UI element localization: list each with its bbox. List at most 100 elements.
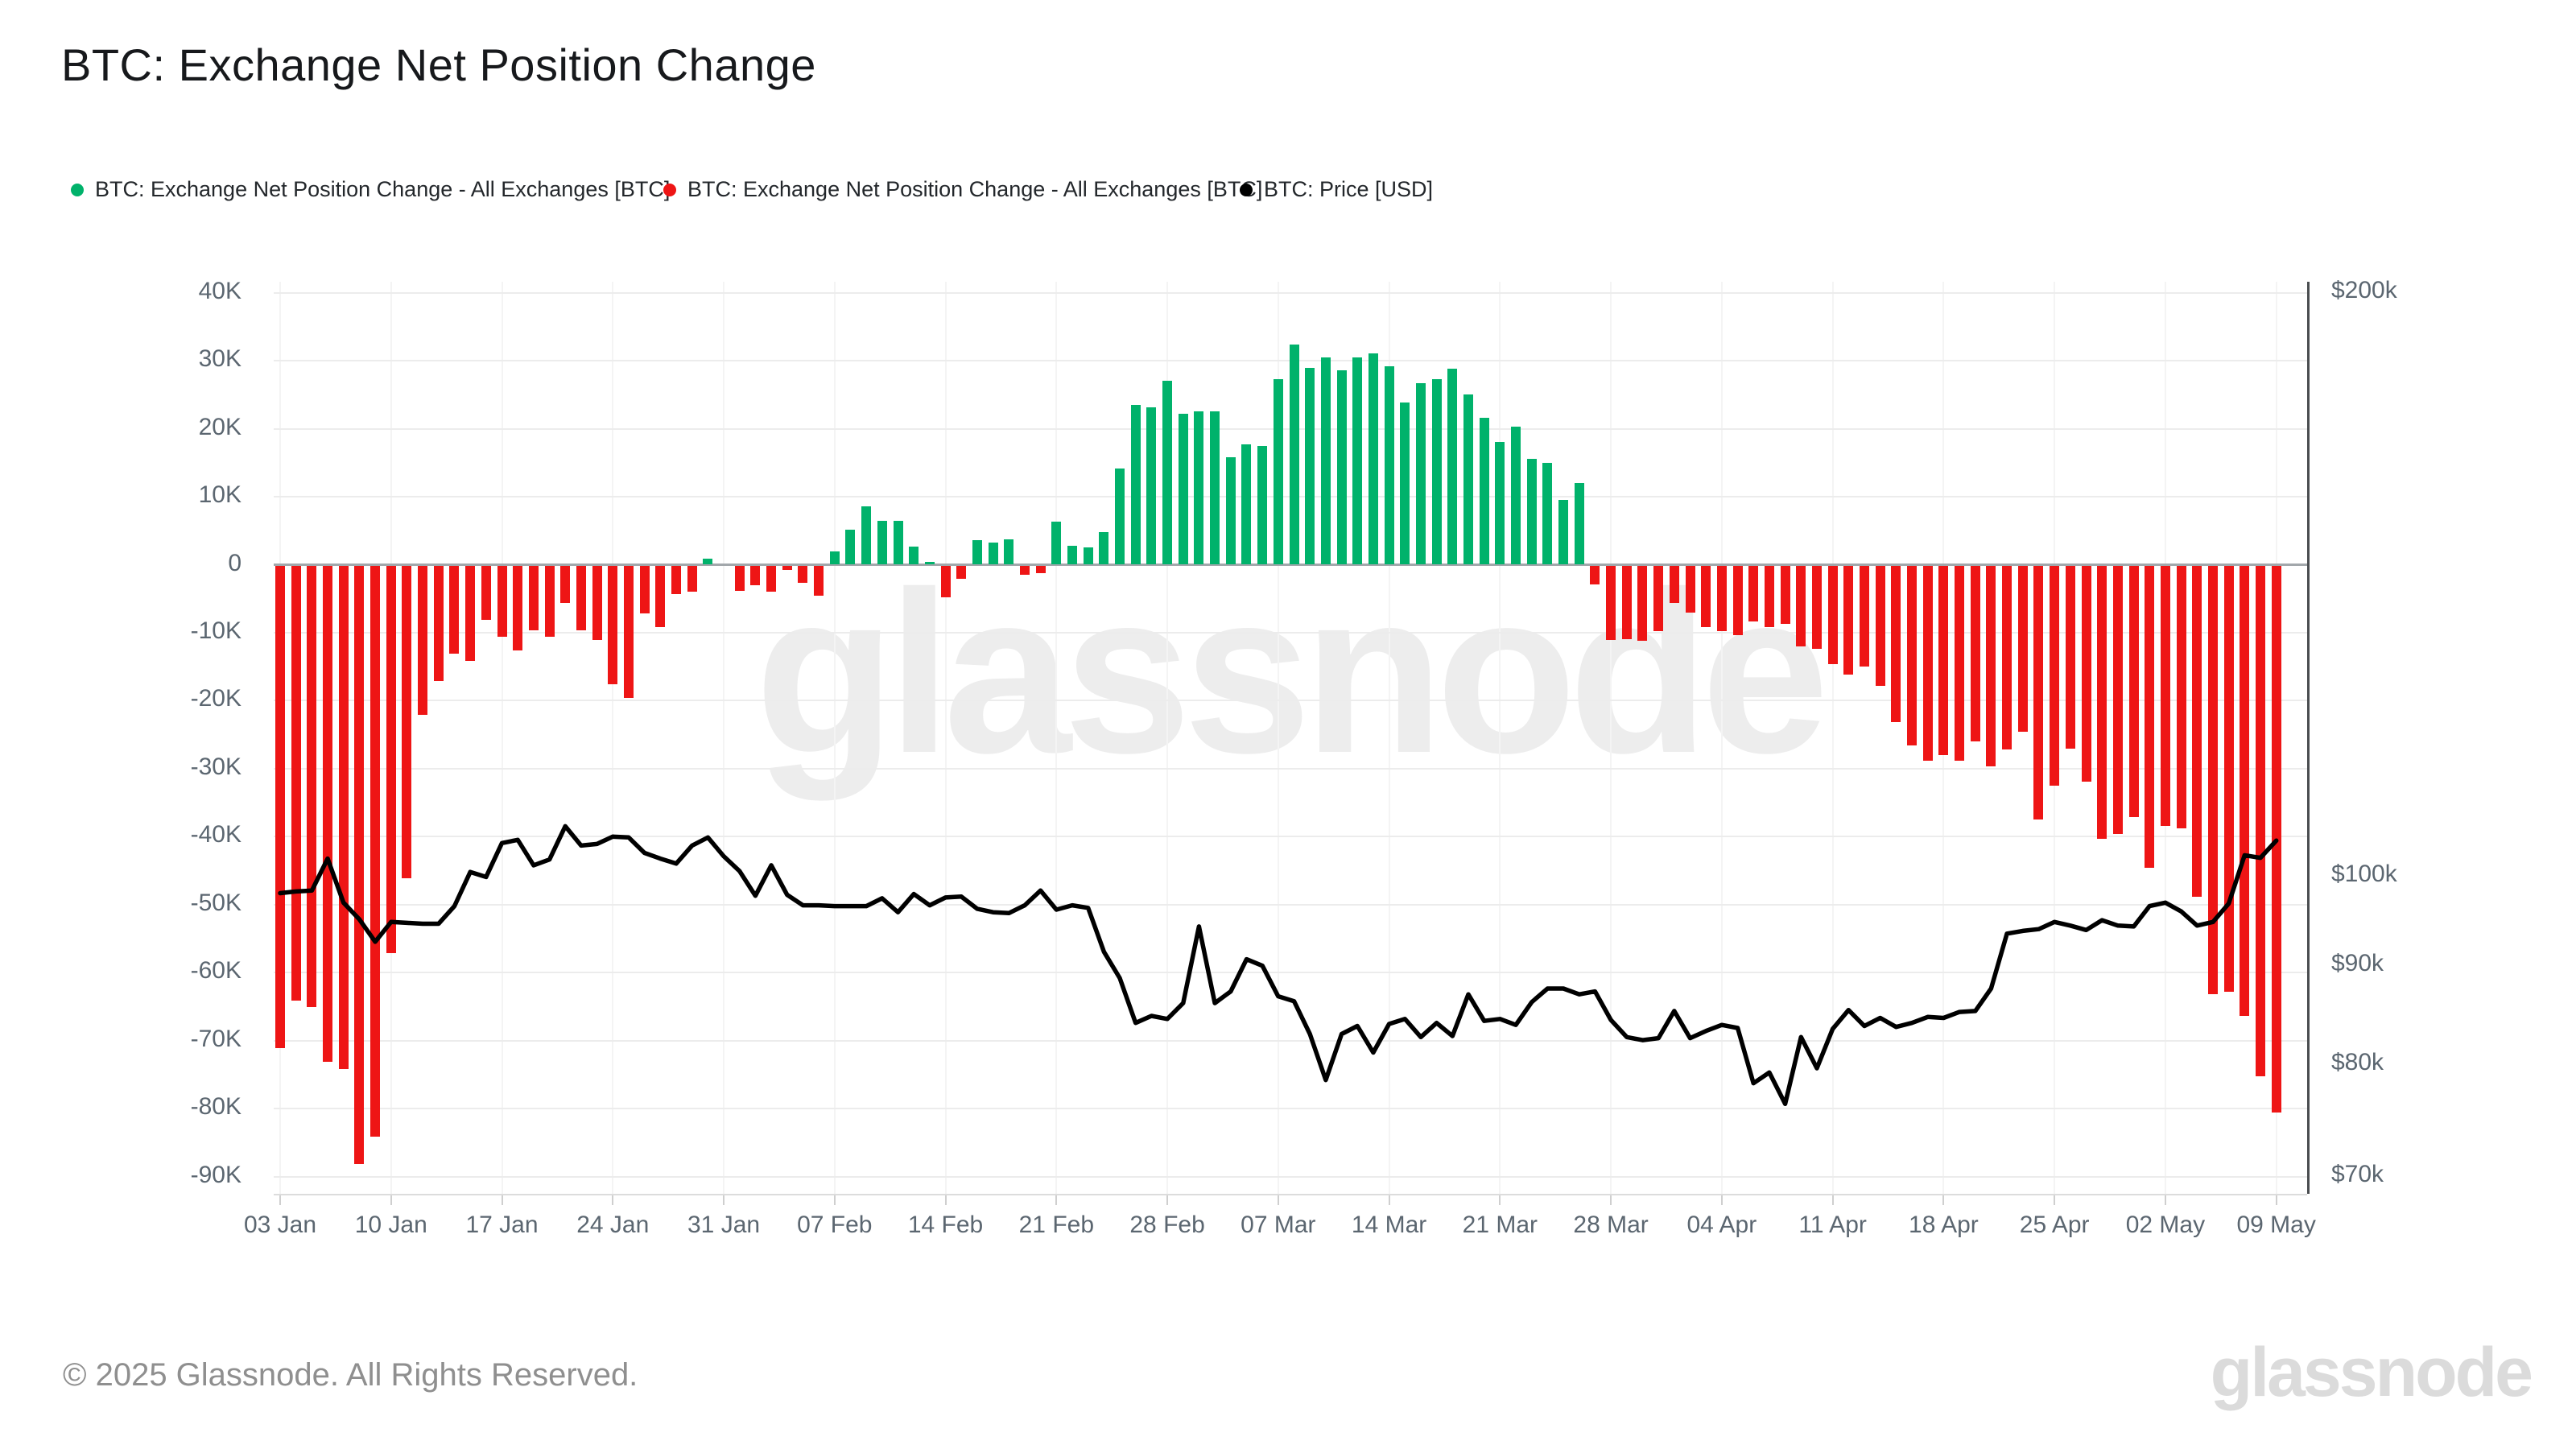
net-position-change-bar[interactable] <box>370 565 381 1137</box>
net-position-change-bar[interactable] <box>829 551 840 565</box>
net-position-change-bar[interactable] <box>1083 547 1093 565</box>
net-position-change-bar[interactable] <box>1606 565 1616 641</box>
net-position-change-bar[interactable] <box>513 565 523 651</box>
net-position-change-bar[interactable] <box>2002 565 2013 749</box>
net-position-change-bar[interactable] <box>1922 565 1933 761</box>
net-position-change-bar[interactable] <box>1860 565 1869 667</box>
net-position-change-bar[interactable] <box>2145 565 2155 869</box>
net-position-change-bar[interactable] <box>323 565 333 1063</box>
net-position-change-bar[interactable] <box>2112 565 2123 835</box>
net-position-change-bar[interactable] <box>1875 565 1885 686</box>
net-position-change-bar[interactable] <box>1115 468 1125 565</box>
net-position-change-bar[interactable] <box>1621 565 1632 639</box>
net-position-change-bar[interactable] <box>1352 357 1363 565</box>
net-position-change-bar[interactable] <box>1210 411 1220 565</box>
net-position-change-bar[interactable] <box>845 530 856 565</box>
net-position-change-bar[interactable] <box>1320 357 1331 565</box>
net-position-change-bar[interactable] <box>1336 369 1347 565</box>
net-position-change-bar[interactable] <box>1305 367 1315 565</box>
net-position-change-bar[interactable] <box>639 565 650 613</box>
net-position-change-bar[interactable] <box>592 565 602 641</box>
net-position-change-bar[interactable] <box>655 565 666 627</box>
net-position-change-bar[interactable] <box>1257 445 1268 565</box>
net-position-change-bar[interactable] <box>608 565 618 685</box>
net-position-change-bar[interactable] <box>2097 565 2107 840</box>
net-position-change-bar[interactable] <box>1051 522 1062 565</box>
net-position-change-bar[interactable] <box>2256 565 2265 1076</box>
net-position-change-bar[interactable] <box>418 565 428 716</box>
net-position-change-bar[interactable] <box>1162 380 1173 565</box>
net-position-change-bar[interactable] <box>703 558 713 565</box>
net-position-change-bar[interactable] <box>940 565 951 598</box>
net-position-change-bar[interactable] <box>1067 545 1077 565</box>
net-position-change-bar[interactable] <box>1035 565 1046 573</box>
net-position-change-bar[interactable] <box>1368 353 1378 565</box>
net-position-change-bar[interactable] <box>734 565 745 591</box>
net-position-change-bar[interactable] <box>2240 565 2250 1017</box>
net-position-change-bar[interactable] <box>798 565 808 584</box>
legend-item-price[interactable]: BTC: Price [USD] <box>1240 177 1433 202</box>
net-position-change-bar[interactable] <box>576 565 586 630</box>
net-position-change-bar[interactable] <box>1590 565 1600 585</box>
net-position-change-bar[interactable] <box>449 565 460 654</box>
net-position-change-bar[interactable] <box>2128 565 2139 817</box>
net-position-change-bar[interactable] <box>2160 565 2170 826</box>
net-position-change-bar[interactable] <box>877 520 887 565</box>
net-position-change-bar[interactable] <box>671 565 681 594</box>
net-position-change-bar[interactable] <box>2033 565 2044 819</box>
net-position-change-bar[interactable] <box>814 565 824 596</box>
net-position-change-bar[interactable] <box>433 565 444 682</box>
net-position-change-bar[interactable] <box>1827 565 1838 664</box>
net-position-change-bar[interactable] <box>307 565 317 1008</box>
net-position-change-bar[interactable] <box>2207 565 2218 995</box>
net-position-change-bar[interactable] <box>1384 365 1394 565</box>
legend-item-net-change-positive[interactable]: BTC: Exchange Net Position Change - All … <box>71 177 670 202</box>
net-position-change-bar[interactable] <box>1273 378 1283 565</box>
net-position-change-bar[interactable] <box>1796 565 1806 646</box>
net-position-change-bar[interactable] <box>1558 500 1569 565</box>
net-position-change-bar[interactable] <box>766 565 777 592</box>
net-position-change-bar[interactable] <box>2176 565 2186 828</box>
net-position-change-bar[interactable] <box>275 565 285 1049</box>
net-position-change-bar[interactable] <box>1653 565 1664 631</box>
net-position-change-bar[interactable] <box>2065 565 2075 749</box>
net-position-change-bar[interactable] <box>1511 427 1521 565</box>
net-position-change-bar[interactable] <box>1225 457 1236 565</box>
net-position-change-bar[interactable] <box>909 546 919 565</box>
net-position-change-bar[interactable] <box>1732 565 1743 635</box>
net-position-change-bar[interactable] <box>956 565 967 579</box>
net-position-change-bar[interactable] <box>1701 565 1711 628</box>
net-position-change-bar[interactable] <box>465 565 476 661</box>
net-position-change-bar[interactable] <box>1099 531 1109 565</box>
net-position-change-bar[interactable] <box>1479 418 1489 565</box>
net-position-change-bar[interactable] <box>972 540 982 565</box>
net-position-change-bar[interactable] <box>861 506 872 565</box>
net-position-change-bar[interactable] <box>402 565 412 879</box>
net-position-change-bar[interactable] <box>291 565 301 1001</box>
net-position-change-bar[interactable] <box>560 565 571 603</box>
net-position-change-bar[interactable] <box>1970 565 1980 742</box>
net-position-change-bar[interactable] <box>1843 565 1854 675</box>
net-position-change-bar[interactable] <box>1019 565 1030 576</box>
net-position-change-bar[interactable] <box>1685 565 1695 613</box>
net-position-change-bar[interactable] <box>386 565 396 953</box>
legend-item-net-change-negative[interactable]: BTC: Exchange Net Position Change - All … <box>663 177 1262 202</box>
net-position-change-bar[interactable] <box>893 521 903 565</box>
net-position-change-bar[interactable] <box>1526 458 1537 565</box>
net-position-change-bar[interactable] <box>687 565 697 592</box>
net-position-change-bar[interactable] <box>1669 565 1679 603</box>
net-position-change-bar[interactable] <box>2192 565 2202 897</box>
net-position-change-bar[interactable] <box>1748 565 1759 621</box>
net-position-change-bar[interactable] <box>1178 413 1188 565</box>
net-position-change-bar[interactable] <box>2081 565 2091 782</box>
net-position-change-bar[interactable] <box>1495 441 1505 565</box>
net-position-change-bar[interactable] <box>1241 444 1252 565</box>
net-position-change-bar[interactable] <box>2050 565 2060 786</box>
net-position-change-bar[interactable] <box>1415 382 1426 565</box>
net-position-change-bar[interactable] <box>1447 369 1458 565</box>
net-position-change-bar[interactable] <box>1891 565 1901 722</box>
net-position-change-bar[interactable] <box>2223 565 2234 993</box>
net-position-change-bar[interactable] <box>1194 411 1204 565</box>
net-position-change-bar[interactable] <box>1955 565 1965 761</box>
